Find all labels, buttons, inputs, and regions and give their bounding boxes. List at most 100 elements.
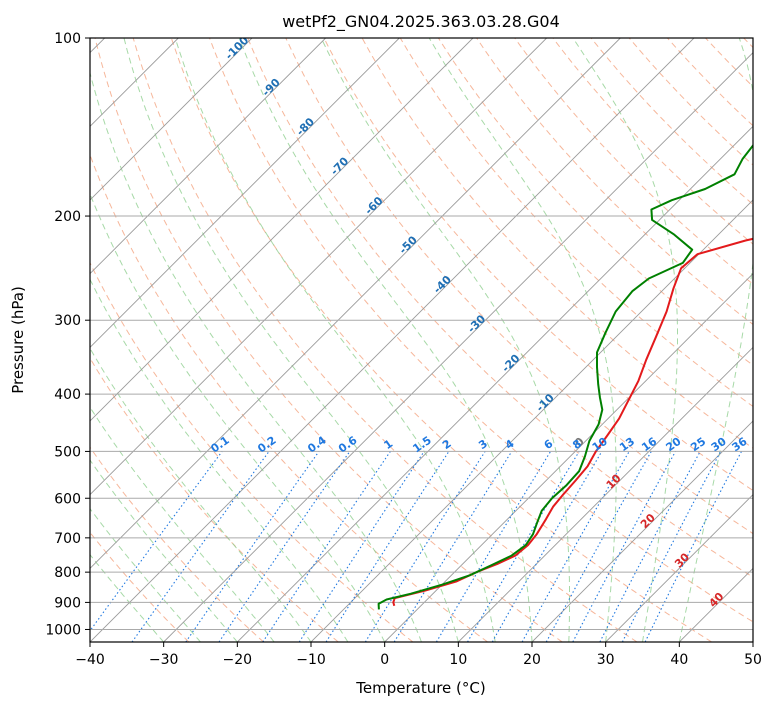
isotherm-line (90, 38, 695, 642)
isotherm-line (237, 125, 753, 642)
y-tick-label: 600 (54, 491, 81, 507)
isotherm-label: -20 (499, 352, 522, 375)
moist-adiabat (238, 38, 533, 642)
moist-adiabat (428, 38, 617, 642)
mixing-ratio-label: 6 (542, 437, 556, 452)
mixing-ratio-line (364, 451, 486, 642)
mixing-ratio-line (521, 451, 630, 642)
y-tick-label: 200 (54, 209, 81, 225)
mixing-ratio-line (298, 451, 425, 642)
moist-adiabat (90, 70, 422, 642)
x-tick-label: −40 (75, 652, 105, 668)
mixing-ratio-line (90, 451, 223, 632)
dry-adiabat (94, 38, 563, 642)
mixing-ratio-label: 0.6 (336, 433, 360, 455)
mixing-ratio-label: 1.5 (410, 434, 433, 456)
iso-labels: -100-90-80-70-60-50-40-30-20-10010203040… (208, 38, 749, 610)
dry-adiabat (90, 357, 339, 642)
mixing-ratio-line (572, 451, 676, 642)
x-tick-label: 20 (523, 652, 541, 668)
dry-adiabat (90, 446, 264, 642)
isotherm-label: -40 (431, 273, 454, 296)
mixing-ratio-line (435, 451, 552, 642)
dry-adiabat (285, 38, 753, 535)
x-axis-title: Temperature (°C) (355, 679, 485, 697)
plot-frame (89, 37, 754, 643)
mixing-ratio-line (262, 451, 391, 642)
dewpoint-line (377, 143, 753, 610)
mixing-ratio-label: 2 (440, 437, 454, 452)
mixing-ratio-line (644, 451, 742, 642)
moist-adiabat (572, 38, 678, 642)
x-tick-label: 10 (449, 652, 467, 668)
mixing-ratio-line (545, 451, 652, 642)
dry-adiabat (90, 261, 414, 642)
dry-adiabat (552, 38, 753, 245)
isotherm-line (90, 38, 253, 201)
isotherm-label: 10 (604, 471, 624, 491)
moist-adiabat (678, 38, 753, 642)
y-axis: 1000 900 800 700 600 500 400 300 200 100 (45, 31, 90, 638)
dry-adiabat (705, 38, 753, 88)
mixing-ratio-label: 0.4 (305, 433, 329, 455)
isotherm-line (605, 494, 753, 642)
moist-adiabat (90, 192, 386, 642)
y-tick-label: 300 (54, 313, 81, 329)
y-tick-label: 100 (54, 31, 81, 47)
moist-adiabat (90, 278, 349, 642)
dry-adiabat (437, 38, 753, 366)
isotherm-label: -30 (465, 312, 488, 335)
mixing-ratio-line (131, 451, 270, 642)
dry-adiabat (209, 38, 753, 623)
dry-adiabat (90, 531, 190, 642)
isotherm-label: -60 (362, 194, 385, 217)
background-lines (90, 38, 753, 642)
isotherm-label: -50 (397, 233, 420, 256)
x-axis: −40 −30 −20 −10 0 10 20 30 40 50 (75, 642, 762, 668)
y-tick-label: 700 (54, 531, 81, 547)
mixing-ratio-line (393, 451, 513, 642)
moist-adiabat (123, 38, 459, 642)
dry-adiabat (323, 38, 753, 492)
dry-adiabat (514, 38, 753, 285)
moist-adiabat (90, 553, 165, 642)
isotherm-label: -90 (260, 76, 283, 99)
isotherm-line (384, 273, 753, 642)
isotherm-line (90, 38, 547, 496)
isotherm-line (310, 199, 753, 642)
x-tick-label: 30 (597, 652, 615, 668)
x-tick-label: −20 (223, 652, 253, 668)
x-tick-label: −30 (149, 652, 179, 668)
dry-adiabat (170, 38, 712, 642)
moist-adiabat (174, 38, 496, 642)
y-tick-label: 400 (54, 387, 81, 403)
dry-adiabat (743, 38, 753, 49)
y-tick-label: 900 (54, 595, 81, 611)
x-tick-label: −10 (296, 652, 326, 668)
mixing-ratio-line (325, 451, 450, 642)
moist-adiabat (90, 507, 201, 642)
y-tick-label: 800 (54, 565, 81, 581)
moist-adiabat (90, 347, 312, 642)
chart-title: wetPf2_GN04.2025.363.03.28.G04 (282, 12, 560, 32)
isotherm-line (679, 567, 753, 642)
y-axis-title: Pressure (hPa) (9, 286, 27, 394)
x-tick-label: 40 (670, 652, 688, 668)
isotherm-line (90, 38, 474, 422)
isotherm-line (752, 641, 753, 642)
temperature-line (392, 237, 753, 607)
isotherm-label: 30 (672, 550, 692, 570)
moist-adiabat (90, 459, 238, 642)
isotherm-line (90, 38, 326, 275)
x-tick-label: 0 (380, 652, 389, 668)
isotherm-line (90, 38, 621, 569)
dry-adiabat (247, 38, 753, 578)
mixing-ratio-line (185, 451, 320, 642)
isotherm-label: -70 (328, 154, 351, 177)
isotherm-label: 40 (706, 590, 726, 610)
y-tick-label: 1000 (45, 622, 81, 638)
dry-adiabat (476, 38, 753, 326)
isotherm-label: -80 (294, 115, 317, 138)
x-tick-label: 50 (744, 652, 762, 668)
